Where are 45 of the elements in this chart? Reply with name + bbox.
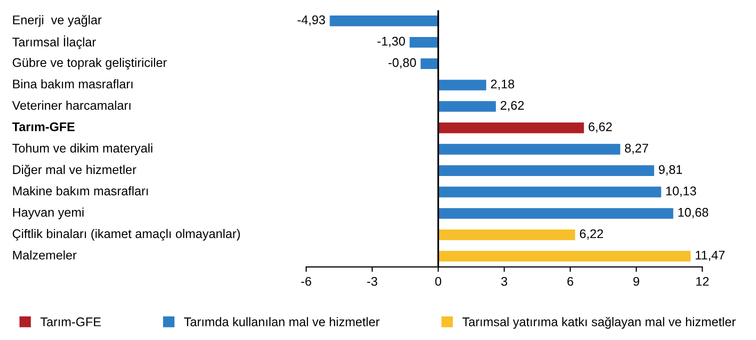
y-tick-label: Enerji ve yağlar <box>13 14 102 27</box>
bar <box>438 165 654 176</box>
bar <box>330 16 438 26</box>
data-label: -1,30 <box>378 36 405 48</box>
bar <box>438 186 662 198</box>
data-label: 2,18 <box>491 80 514 90</box>
x-tick-label: -3 <box>367 276 378 286</box>
x-tick-label: -6 <box>301 276 312 286</box>
x-tick-label: 6 <box>567 276 574 286</box>
data-label: 9,81 <box>658 165 682 176</box>
data-label: 6,62 <box>588 122 612 133</box>
bar <box>420 58 438 70</box>
x-tick-label: 3 <box>501 276 508 286</box>
legend-label: Tarımsal yatırıma katkı sağlayan mal ve hizmetler <box>462 316 736 329</box>
bar <box>438 250 691 262</box>
x-tick-label: 12 <box>696 276 709 286</box>
data-label: -4,93 <box>298 15 326 26</box>
data-label: 8,27 <box>624 144 648 154</box>
data-label: -0,80 <box>388 58 416 69</box>
bar <box>438 80 486 90</box>
bar <box>438 208 674 219</box>
y-tick-label: Bina bakım masrafları <box>13 79 132 88</box>
bar <box>438 229 576 240</box>
bar <box>438 101 496 112</box>
y-tick-label: Veteriner harcamaları <box>12 100 130 110</box>
y-tick-label: Hayvan yemi <box>13 208 84 220</box>
data-label: 6,22 <box>580 229 603 240</box>
bar <box>438 122 584 134</box>
y-tick-label: Tarım-GFE <box>12 122 75 132</box>
x-tick-label: 9 <box>633 276 640 286</box>
bar <box>410 36 438 48</box>
y-tick-label: Gübre ve toprak geliştiriciler <box>12 58 167 70</box>
data-label: 10,13 <box>666 186 696 197</box>
data-label: 11,47 <box>696 250 725 262</box>
data-label: 2,62 <box>500 100 524 112</box>
y-tick-label: Malzemeler <box>13 250 76 260</box>
y-tick-label: Diğer mal ve hizmetler <box>13 164 136 177</box>
y-tick-label: Makine bakım masrafları <box>13 186 148 196</box>
y-tick-label: Tarımsal İlaçlar <box>12 36 96 50</box>
bar <box>438 144 620 155</box>
data-label: 10,68 <box>678 208 708 218</box>
y-tick-label: Tohum ve dikim materyali <box>12 143 152 156</box>
x-tick-label: 0 <box>435 276 442 286</box>
legend-label: Tarımda kullanılan mal ve hizmetler <box>184 317 380 326</box>
y-tick-label: Çiftlik binaları (ikamet amaçlı olmayanlar) <box>12 228 240 241</box>
